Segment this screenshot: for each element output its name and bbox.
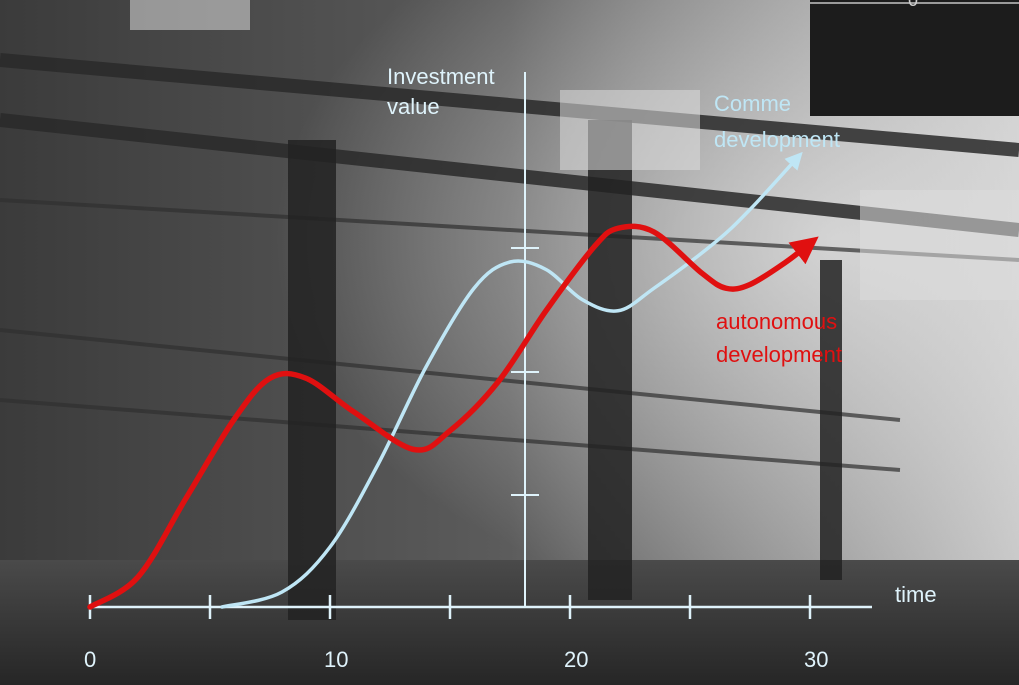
- x-tick-label: 0: [84, 647, 96, 672]
- inset-box: [810, 0, 1019, 116]
- y-axis-title: Investment value: [387, 64, 495, 119]
- x-tick-label: 30: [804, 647, 828, 672]
- chart-labels: Investment value time Comme development auton…: [387, 64, 937, 607]
- inset-label: 0: [908, 0, 918, 10]
- series-line-autonomous: [87, 223, 819, 610]
- series-line-commercial: [220, 151, 803, 609]
- x-axis-title: time: [895, 582, 937, 607]
- series-group: [87, 151, 819, 610]
- x-tick-label: 10: [324, 647, 348, 672]
- x-tick-label: 20: [564, 647, 588, 672]
- series-label-autonomous: autonomous development: [716, 309, 842, 367]
- series-label-commercial: Comme development: [714, 91, 840, 152]
